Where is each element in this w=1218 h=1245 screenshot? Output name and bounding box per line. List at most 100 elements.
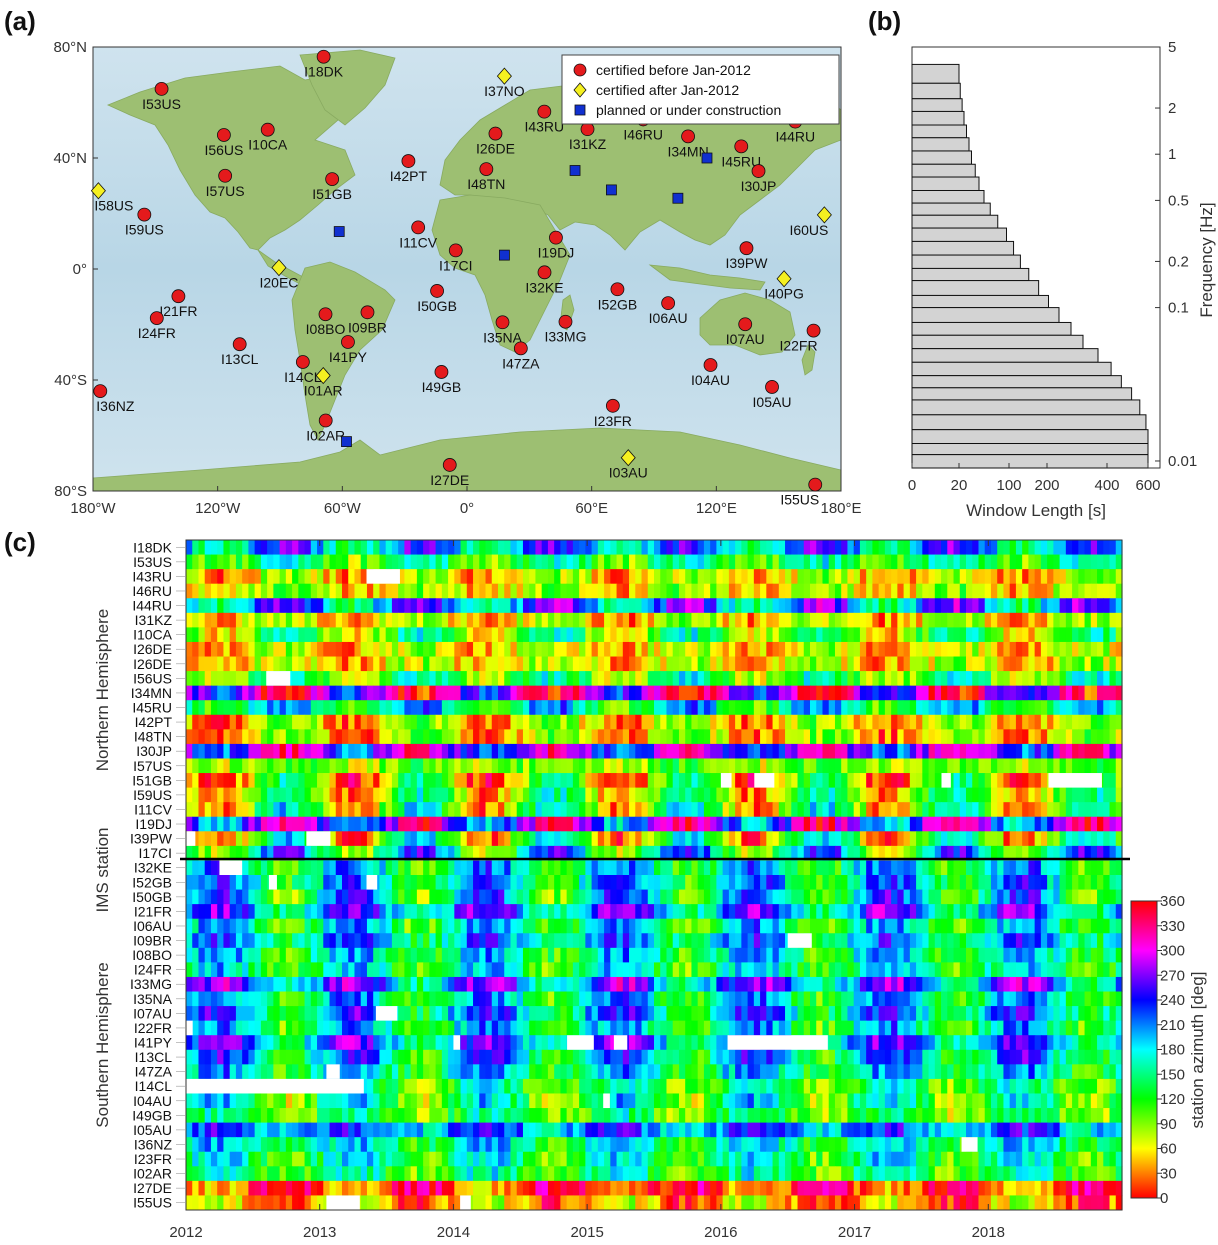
heatmap-cell [1109,889,1117,905]
heatmap-cell [454,816,462,832]
heatmap-cell [217,773,225,789]
heatmap-cell [647,991,655,1007]
heatmap-cell [990,641,998,657]
heatmap-cell [585,918,593,934]
station-label: I45RU [721,153,761,169]
heatmap-cell [348,947,356,963]
heatmap-cell [716,802,724,818]
heatmap-cell [348,583,356,599]
heatmap-cell [235,845,243,861]
heatmap-cell [810,656,817,672]
heatmap-cell [423,714,430,730]
heatmap-cell [248,947,256,963]
heatmap-cell [772,685,780,701]
heatmap-cell [1028,845,1036,861]
heatmap-cell [966,802,973,818]
heatmap-cell [678,627,686,643]
heatmap-cell [1072,569,1079,585]
heatmap-cell [866,816,873,832]
heatmap-cell [416,947,424,963]
heatmap-cell [941,700,948,716]
heatmap-cell [310,962,318,978]
heatmap-cell [934,860,942,876]
heatmap-cell [666,802,674,818]
heatmap-cell [691,860,699,876]
heatmap-cell [766,875,774,890]
heatmap-cell [1022,627,1029,643]
heatmap-cell [466,787,474,803]
heatmap-cell [753,831,761,847]
heatmap-cell [990,773,998,789]
heatmap-cell [747,933,755,949]
heatmap-cell [872,743,880,759]
heatmap-cell [1072,962,1079,978]
heatmap-cell [485,758,493,774]
heatmap-cell [242,729,249,745]
heatmap-cell [329,612,337,628]
heatmap-cell [192,627,200,643]
heatmap-cell [834,612,842,628]
heatmap-cell [529,889,537,905]
heatmap-cell [816,671,824,687]
heatmap-cell [479,845,487,861]
heatmap-cell [1047,554,1054,570]
heatmap-cell [678,714,686,730]
heatmap-cell [273,714,281,730]
heatmap-cell [510,598,518,614]
heatmap-cell [454,845,462,861]
heatmap-cell [448,845,455,861]
map-xtick-label: 120°W [195,500,241,517]
heatmap-cell [479,758,487,774]
heatmap-cell [292,816,299,832]
heatmap-cell [435,700,443,716]
heatmap-cell [379,729,387,745]
heatmap-cell [903,554,911,570]
bar-ytick-label: 2 [1168,100,1176,117]
heatmap-cell [485,627,493,643]
heatmap-cell [635,743,643,759]
heatmap-cell [760,612,767,628]
heatmap-cell [560,685,568,701]
heatmap-cell [997,627,1005,643]
heatmap-cell [235,714,243,730]
heatmap-cell [260,554,268,570]
heatmap-cell [810,962,817,978]
heatmap-cell [990,962,998,978]
heatmap-cell [1103,918,1111,934]
heatmap-cell [473,816,480,832]
heatmap-cell [204,612,212,628]
heatmap-cell [903,962,911,978]
heatmap-cell [853,583,861,599]
heatmap-cell [741,598,749,614]
heatmap-cell [473,656,480,672]
heatmap-cell [192,991,200,1007]
heatmap-cell [554,729,561,745]
heatmap-cell [1103,743,1111,759]
heatmap-cell [934,554,942,570]
heatmap-cell [1053,656,1061,672]
heatmap-cell [635,714,643,730]
heatmap-cell [585,991,593,1007]
heatmap-cell [984,700,992,716]
heatmap-cell [473,918,480,934]
heatmap-cell [990,569,998,585]
heatmap-cell [1097,612,1104,628]
heatmap-cell [834,962,842,978]
heatmap-cell [317,904,324,920]
heatmap-cell [616,976,624,992]
heatmap-cell [335,860,343,876]
heatmap-cell [398,918,405,934]
heatmap-cell [460,714,468,730]
heatmap-cell [317,714,324,730]
heatmap-cell [242,743,249,759]
heatmap-cell [891,933,898,949]
heatmap-cell [1090,875,1098,890]
heatmap-cell [541,947,549,963]
heatmap-cell [747,540,755,555]
heatmap-cell [647,773,655,789]
station-marker-certified-before [325,172,340,186]
heatmap-cell [466,598,474,614]
heatmap-cell [909,991,917,1007]
heatmap-cell [716,773,724,789]
heatmap-cell [541,933,549,949]
